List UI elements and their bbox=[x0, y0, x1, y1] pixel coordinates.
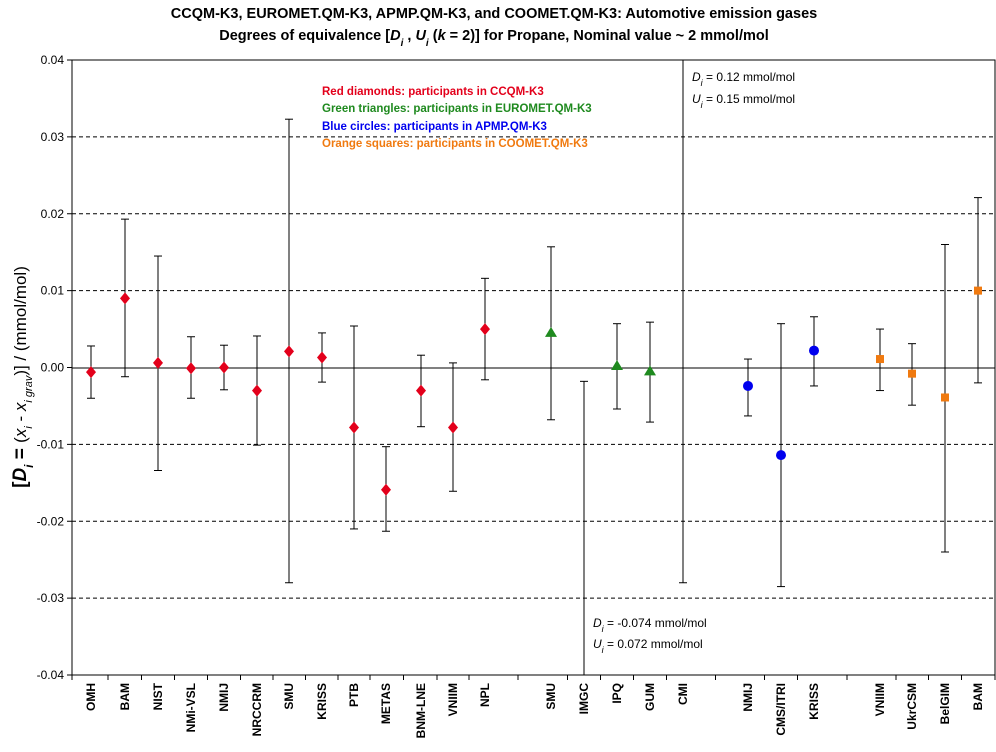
category-label: UkrCSM bbox=[905, 683, 919, 730]
triangle-marker bbox=[545, 326, 557, 337]
off-scale-bars bbox=[580, 60, 687, 675]
triangle-marker bbox=[611, 359, 623, 370]
annotation-cmi: Di = 0.12 mmol/mol Ui = 0.15 mmol/mol bbox=[692, 70, 795, 110]
category-label: VNIIM bbox=[446, 683, 460, 716]
category-label: NIST bbox=[151, 682, 165, 710]
diamond-marker bbox=[480, 323, 490, 336]
diamond-marker bbox=[186, 362, 196, 375]
category-label: NPL bbox=[478, 683, 492, 707]
category-label: IPQ bbox=[610, 683, 624, 704]
data-markers bbox=[86, 286, 982, 496]
diamond-marker bbox=[219, 361, 229, 374]
diamond-marker bbox=[252, 384, 262, 397]
category-label: PTB bbox=[347, 683, 361, 707]
chart-title: CCQM-K3, EUROMET.QM-K3, APMP.QM-K3, and … bbox=[171, 6, 817, 22]
diamond-marker bbox=[120, 292, 130, 305]
y-tick-label: -0.02 bbox=[37, 514, 65, 528]
square-marker bbox=[908, 369, 916, 378]
category-label: OMH bbox=[84, 683, 98, 711]
category-label: METAS bbox=[379, 683, 393, 724]
y-tick-label: -0.03 bbox=[37, 591, 65, 605]
category-label: BNM-LNE bbox=[414, 683, 428, 738]
x-axis-ticks bbox=[71, 675, 996, 680]
y-axis-label: [Di = (xi - xi grav)] / (mmol/mol) bbox=[10, 266, 36, 488]
diamond-marker bbox=[349, 421, 359, 434]
category-labels: OMH BAM NIST NMi-VSL NMIJ NRCCRM SMU KRISS PTB ME… bbox=[84, 682, 985, 738]
y-tick-label: 0.00 bbox=[41, 361, 65, 375]
diamond-marker bbox=[381, 483, 391, 496]
category-label: NRCCRM bbox=[250, 683, 264, 736]
category-label: KRISS bbox=[807, 683, 821, 720]
y-tick-label: 0.04 bbox=[41, 53, 65, 67]
legend-apmp: Blue circles: participants in APMP.QM-K3 bbox=[322, 121, 547, 133]
square-marker bbox=[876, 355, 884, 364]
circle-marker bbox=[776, 450, 786, 461]
y-tick-label: 0.03 bbox=[41, 130, 65, 144]
y-tick-label: 0.01 bbox=[41, 284, 65, 298]
category-label: NMIJ bbox=[217, 683, 231, 712]
category-label: NMIJ bbox=[741, 683, 755, 712]
diamond-marker bbox=[317, 351, 327, 364]
diamond-marker bbox=[284, 345, 294, 358]
annotation-cmi-d: Di = 0.12 mmol/mol bbox=[692, 70, 795, 88]
diamond-marker bbox=[86, 366, 96, 379]
y-tick-label: -0.04 bbox=[37, 668, 65, 682]
chart-subtitle: Degrees of equivalence [Di , Ui (k = 2)]… bbox=[219, 28, 769, 49]
category-label: CMI bbox=[676, 683, 690, 705]
legend: Red diamonds: participants in CCQM-K3 Gr… bbox=[322, 86, 592, 150]
category-label: NMi-VSL bbox=[184, 683, 198, 732]
square-marker bbox=[974, 286, 982, 295]
category-label: VNIIM bbox=[873, 683, 887, 716]
annotation-imgc-d: Di = -0.074 mmol/mol bbox=[593, 616, 707, 634]
category-label: GUM bbox=[643, 683, 657, 711]
diamond-marker bbox=[448, 421, 458, 434]
circle-marker bbox=[743, 380, 753, 391]
annotation-imgc: Di = -0.074 mmol/mol Ui = 0.072 mmol/mol bbox=[593, 616, 707, 655]
category-label: BAM bbox=[971, 683, 985, 710]
category-label: SMU bbox=[544, 683, 558, 710]
triangle-marker bbox=[644, 365, 656, 376]
category-label: SMU bbox=[282, 683, 296, 710]
category-label: IMGC bbox=[577, 683, 591, 715]
y-axis: -0.04 -0.03 -0.02 -0.01 0.00 0.01 0.02 0.03 0.04 bbox=[37, 53, 72, 682]
y-tick-label: 0.02 bbox=[41, 207, 65, 221]
legend-euromet: Green triangles: participants in EUROMET… bbox=[322, 103, 592, 115]
error-bars bbox=[87, 118, 982, 588]
category-label: CMS/ITRI bbox=[774, 683, 788, 736]
y-tick-label: -0.01 bbox=[37, 437, 65, 451]
annotation-cmi-u: Ui = 0.15 mmol/mol bbox=[692, 92, 795, 110]
category-label: BAM bbox=[118, 683, 132, 710]
diamond-marker bbox=[416, 384, 426, 397]
legend-coomet: Orange squares: participants in COOMET.Q… bbox=[322, 138, 588, 150]
category-label: KRISS bbox=[315, 683, 329, 720]
legend-ccqm: Red diamonds: participants in CCQM-K3 bbox=[322, 86, 544, 98]
circle-marker bbox=[809, 345, 819, 356]
square-marker bbox=[941, 393, 949, 402]
category-label: BelGIM bbox=[938, 683, 952, 724]
diamond-marker bbox=[153, 356, 163, 369]
annotation-imgc-u: Ui = 0.072 mmol/mol bbox=[593, 637, 703, 655]
